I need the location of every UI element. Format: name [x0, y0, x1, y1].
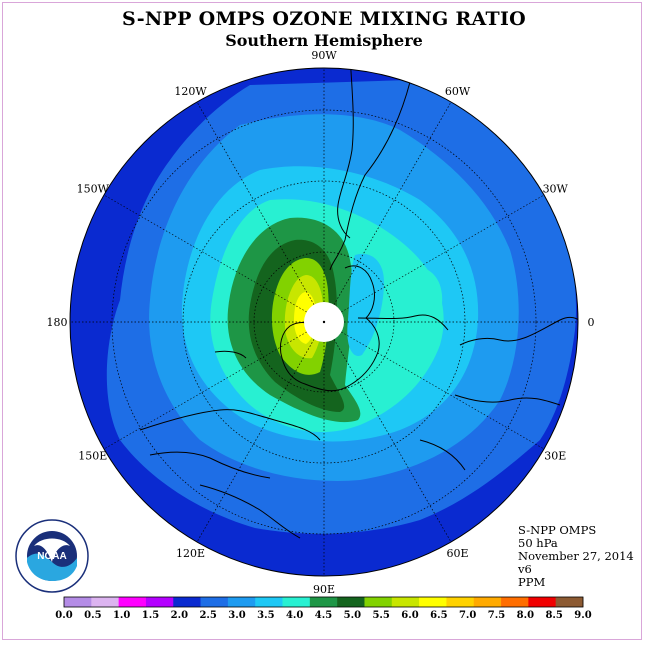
- colorbar-tick-label: 2.0: [171, 610, 188, 621]
- south-pole-marker: [322, 320, 326, 324]
- longitude-label: 60E: [446, 547, 468, 560]
- colorbar-swatch: [419, 597, 447, 607]
- image-frame: [2, 2, 642, 640]
- meridian-line: [196, 101, 315, 305]
- colorbar-swatch: [555, 597, 584, 607]
- meridian-line: [341, 194, 545, 313]
- meridian-line: [341, 331, 545, 450]
- info-pressure-level: 50 hPa: [518, 536, 558, 550]
- longitude-label: 150W: [77, 183, 110, 196]
- colorbar-swatch: [64, 597, 92, 607]
- colorbar-tick-label: 1.5: [142, 610, 159, 621]
- colorbar-tick-label: 2.5: [199, 610, 216, 621]
- colorbar-swatch: [200, 597, 229, 607]
- latitude-circle: [111, 109, 537, 535]
- colorbar-swatch: [473, 597, 502, 607]
- colorbar-tick-label: 3.0: [228, 610, 245, 621]
- ozone-band-4-0-east-patch: [391, 266, 443, 385]
- noaa-logo: NOAA: [14, 518, 90, 598]
- colorbar-tick-label: 0.0: [55, 610, 72, 621]
- graticule: [70, 68, 578, 576]
- colorbar-tick-label: 7.0: [459, 610, 476, 621]
- colorbar-tick-label: 4.5: [315, 610, 332, 621]
- map-title: S-NPP OMPS OZONE MIXING RATIO: [121, 8, 527, 30]
- colorbar-frame: [63, 596, 584, 608]
- meridian-line: [196, 339, 315, 543]
- colorbar: 0.0 0.5 1.0 1.5 2.0 2.5 3.0 3.5 4.0 4.5 5.0 5.5 6.0 6…: [55, 596, 592, 621]
- ozone-field: [70, 68, 578, 576]
- map-boundary: [69, 67, 579, 577]
- colorbar-tick-label: 1.0: [113, 610, 130, 621]
- colorbar-swatch: [173, 597, 201, 607]
- colorbar-swatch: [91, 597, 119, 607]
- longitude-label: 120W: [174, 85, 207, 98]
- info-units: PPM: [518, 575, 546, 589]
- colorbar-swatch: [255, 597, 283, 607]
- longitude-label: 180: [47, 316, 68, 329]
- colorbar-tick-label: 8.0: [517, 610, 534, 621]
- latitude-circle: [253, 251, 395, 393]
- longitude-label: 150E: [78, 450, 107, 463]
- longitude-label: 0: [588, 316, 595, 329]
- info-instrument: S-NPP OMPS: [518, 523, 597, 537]
- colorbar-tick-label: 8.5: [545, 610, 562, 621]
- colorbar-tick-label: 7.5: [488, 610, 505, 621]
- colorbar-swatch: [501, 597, 529, 607]
- longitude-labels: 0 30E 60E 90E 120E 150E 180 150W 120W 90W 60W 30W: [47, 49, 595, 596]
- colorbar-swatch: [364, 597, 393, 607]
- colorbar-swatch: [309, 597, 338, 607]
- colorbar-swatch: [227, 597, 256, 607]
- meridian-line: [333, 101, 452, 305]
- coastlines: [139, 68, 578, 539]
- map-info-block: S-NPP OMPS 50 hPa November 27, 2014 v6 P…: [518, 524, 634, 589]
- longitude-label: 60W: [445, 85, 471, 98]
- ozone-band-3-5-east-patch: [347, 253, 385, 356]
- colorbar-swatch: [282, 597, 311, 607]
- colorbar-tick-label: 0.5: [84, 610, 101, 621]
- longitude-label: 90W: [311, 49, 337, 62]
- longitude-label: 120E: [176, 547, 205, 560]
- colorbar-tick-label: 9.0: [574, 610, 591, 621]
- colorbar-tick-label: 6.0: [401, 610, 418, 621]
- latitude-circle: [182, 180, 466, 464]
- longitude-label: 90E: [313, 583, 335, 596]
- meridian-line: [333, 339, 452, 543]
- info-version: v6: [518, 562, 532, 576]
- colorbar-tick-label: 5.0: [344, 610, 361, 621]
- colorbar-swatch: [145, 597, 174, 607]
- colorbar-swatch: [337, 597, 365, 607]
- meridian-line: [103, 194, 307, 313]
- meridian-line: [103, 331, 307, 450]
- colorbar-tick-label: 6.5: [430, 610, 447, 621]
- svg-text:NOAA: NOAA: [37, 551, 66, 562]
- colorbar-tick-label: 3.5: [257, 610, 274, 621]
- colorbar-swatch: [446, 597, 475, 607]
- colorbar-swatch: [528, 597, 556, 607]
- info-date: November 27, 2014: [518, 549, 634, 563]
- colorbar-tick-label: 5.5: [372, 610, 389, 621]
- colorbar-tick-label: 4.0: [286, 610, 303, 621]
- colorbar-swatch: [118, 597, 147, 607]
- map-subtitle: Southern Hemisphere: [225, 31, 423, 50]
- longitude-label: 30W: [543, 183, 569, 196]
- longitude-label: 30E: [544, 450, 566, 463]
- colorbar-swatch: [391, 597, 420, 607]
